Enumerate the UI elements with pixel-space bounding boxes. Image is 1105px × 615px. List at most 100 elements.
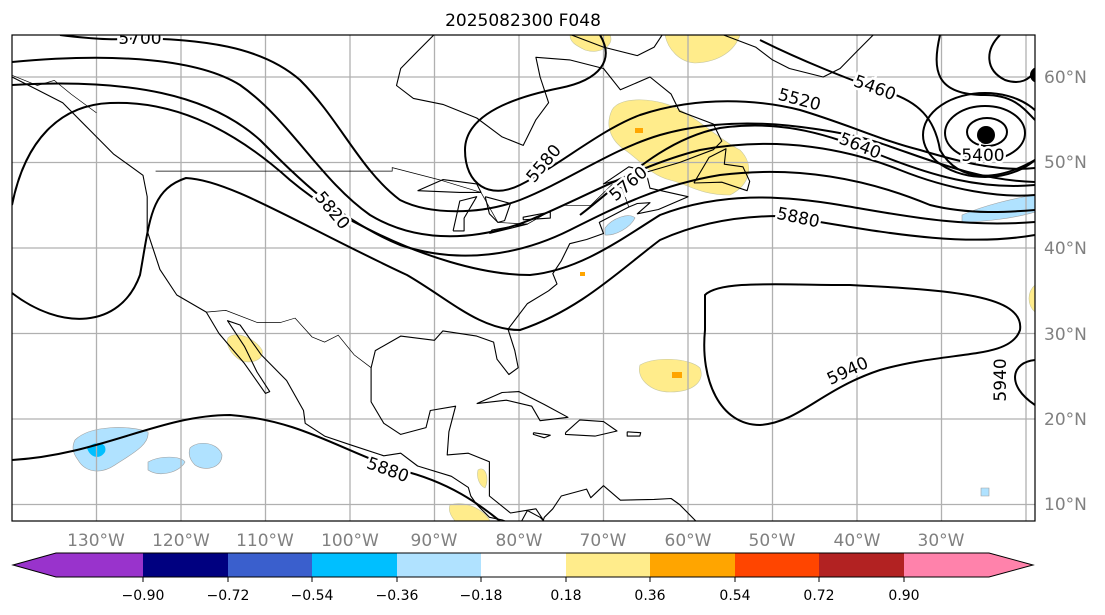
contour-label-5940-east: 5940 — [991, 358, 1011, 401]
colorbar-segment — [143, 553, 229, 577]
lat-label: 60°N — [1044, 68, 1087, 88]
contour-low-ring-2 — [944, 105, 1026, 161]
colorbar-extend-max — [989, 553, 1033, 577]
lon-label: 40°W — [834, 531, 881, 551]
negative-patch-pacific-mid — [147, 456, 186, 474]
map-panel: 5700 5580 5760 5820 5520 5460 5640 5880 … — [12, 29, 1035, 521]
colorbar — [11, 552, 1035, 582]
colorbar-segment — [735, 553, 820, 577]
colorbar-outline — [11, 552, 1035, 578]
colorbar-segment — [397, 553, 482, 577]
lon-label: 110°W — [236, 531, 294, 551]
coastline-south-america — [542, 485, 697, 521]
negative-patch-north-atlantic — [961, 194, 1035, 223]
contour-5940-closed — [703, 283, 1022, 427]
low-center-marker — [977, 126, 995, 144]
contour-5940-east — [1014, 359, 1035, 406]
coastline-jamaica — [532, 432, 551, 439]
colorbar-segment — [56, 553, 144, 577]
coastline-newfoundland — [693, 148, 751, 192]
colorbar-tick-labels: −0.90 −0.72 −0.54 −0.36 −0.18 0.18 0.36 … — [122, 588, 920, 604]
lon-label: 80°W — [496, 531, 543, 551]
negative-patch-small — [980, 487, 990, 497]
colorbar-tick: 0.54 — [719, 588, 750, 604]
latitude-labels: 60°N 50°N 40°N 30°N 20°N 10°N — [1044, 68, 1087, 515]
lake-huron — [484, 196, 512, 223]
border-us-canada — [155, 167, 630, 225]
colorbar-segment — [481, 553, 567, 577]
negative-patch-pacific-west — [72, 427, 149, 472]
positive-patch-caribbean — [477, 468, 488, 489]
lon-label: 130°W — [67, 531, 125, 551]
contour-label-5400: 5400 — [961, 146, 1004, 166]
contour-5820 — [12, 101, 1035, 277]
colorbar-tick: −0.54 — [291, 588, 334, 604]
coastline-cuba — [476, 391, 569, 422]
map-title: 2025082300 F048 — [445, 11, 601, 31]
height-contours — [12, 35, 1035, 521]
colorbar-extend-min — [13, 553, 56, 577]
colorbar-tick: 0.72 — [803, 588, 834, 604]
negative-patch-gulf-maine — [604, 215, 636, 236]
colorbar-tick: −0.36 — [376, 588, 419, 604]
colorbar-tick: −0.90 — [122, 588, 165, 604]
lat-label: 20°N — [1044, 410, 1087, 430]
border-alaska-canada — [12, 74, 97, 114]
lat-label: 40°N — [1044, 239, 1087, 259]
coastline-north-america — [12, 35, 723, 521]
contour-5880-south — [12, 413, 501, 521]
lake-michigan — [452, 196, 478, 232]
contour-5460 — [759, 39, 1035, 177]
colorbar-segment — [312, 553, 398, 577]
positive-core-atlantic — [672, 372, 682, 378]
colorbar-tick: 0.36 — [634, 588, 665, 604]
contour-line — [12, 82, 1035, 257]
colorbar-segment — [904, 553, 990, 577]
contour-low-ring-1 — [966, 117, 1008, 147]
contour-5640 — [579, 124, 1035, 216]
coastline-baffin — [569, 35, 663, 57]
negative-patch-pacific-east — [188, 442, 223, 469]
lat-label: 50°N — [1044, 153, 1087, 173]
colorbar-segment — [650, 553, 736, 577]
colorbar-segment — [566, 553, 651, 577]
positive-patch-labrador — [608, 99, 749, 196]
shading-layer — [72, 35, 1035, 521]
lon-label: 120°W — [152, 531, 210, 551]
longitude-labels: 130°W 120°W 110°W 100°W 90°W 80°W 70°W 6… — [67, 531, 965, 551]
colorbar-segment — [819, 553, 905, 577]
map-frame — [11, 34, 1036, 522]
coastline-hispaniola — [564, 419, 618, 437]
colorbar-segment — [228, 553, 313, 577]
lat-label: 30°N — [1044, 325, 1087, 345]
contour-line-low-outer — [935, 35, 1035, 121]
lon-label: 70°W — [580, 531, 627, 551]
lon-label: 100°W — [321, 531, 379, 551]
lon-label: 50°W — [749, 531, 796, 551]
lon-label: 90°W — [411, 531, 458, 551]
colorbar-tick: 0.90 — [888, 588, 919, 604]
low-center-marker-edge — [1030, 67, 1035, 83]
positive-patch-hudson-strait — [569, 35, 612, 52]
colorbar-tick: −0.72 — [207, 588, 250, 604]
contour-low-ring-3 — [922, 92, 1035, 178]
contour-line — [12, 56, 1035, 238]
border-us-mexico — [206, 310, 372, 368]
positive-dot-offshore — [580, 272, 585, 276]
contour-5880-north — [12, 176, 1035, 332]
lake-superior — [417, 179, 482, 193]
lon-label: 60°W — [665, 531, 712, 551]
contour-label-5700: 5700 — [118, 29, 161, 49]
positive-core-labrador — [635, 128, 643, 133]
contour-line-low-north — [988, 35, 1035, 83]
coastline-puerto-rico — [626, 431, 642, 437]
colorbar-tick: −0.18 — [460, 588, 503, 604]
coastline-greenland — [722, 35, 874, 78]
lon-label: 30°W — [918, 531, 965, 551]
colorbar-tick: 0.18 — [550, 588, 581, 604]
positive-patch-baffin — [664, 35, 741, 64]
contour-5580 — [463, 35, 1035, 192]
lat-label: 10°N — [1044, 495, 1087, 515]
positive-patch-atlantic — [639, 358, 702, 393]
